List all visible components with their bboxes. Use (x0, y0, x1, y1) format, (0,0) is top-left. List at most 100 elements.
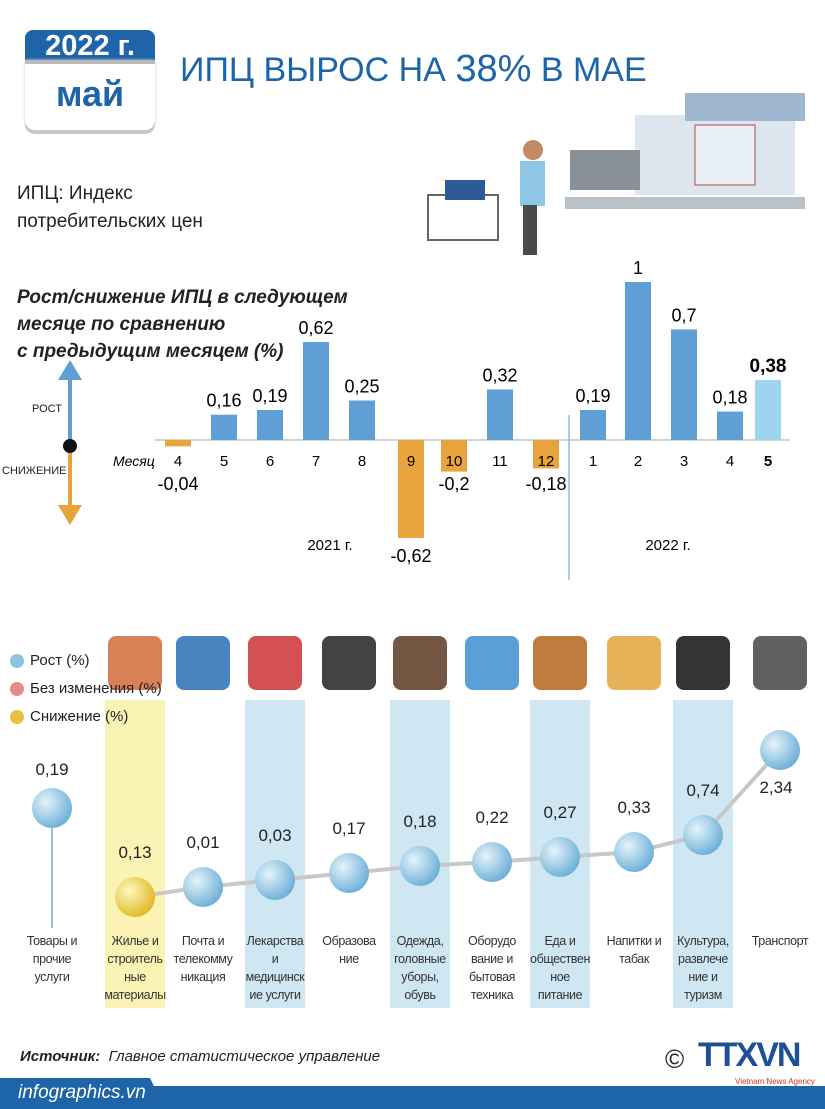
bar (580, 409, 606, 440)
up-down-arrow-icon (58, 360, 82, 525)
bar (349, 400, 375, 440)
copyright-icon: © (665, 1044, 685, 1074)
legend-item: Без изменения (%) (10, 680, 162, 697)
category-label: Одежда, головные уборы, обувь (394, 934, 446, 1002)
category-label: Товары и прочие услуги (26, 934, 78, 984)
category-value-label: 0,74 (686, 781, 720, 800)
bar (625, 282, 651, 440)
month-tick: 12 (538, 453, 555, 470)
footer-bar (0, 1078, 825, 1109)
category-icon (607, 636, 661, 690)
category-point (329, 853, 369, 893)
category-label: Напитки и табак (606, 934, 662, 966)
month-tick: 2 (634, 453, 642, 470)
title-suffix: В МАЕ (531, 51, 647, 89)
month-tick: 7 (312, 453, 320, 470)
legend-dot-icon (10, 709, 24, 724)
definition-line: ИПЦ: Индекс (17, 183, 133, 204)
category-icon (676, 636, 730, 690)
category-icon (248, 636, 302, 690)
trend-line (134, 748, 782, 899)
category-highlight (105, 700, 165, 1008)
bar-value-label: -0,2 (438, 474, 469, 494)
bar-value-label: -0,62 (390, 546, 431, 566)
month-tick: 5 (764, 453, 772, 470)
category-value-label: 0,18 (403, 812, 437, 831)
bar-value-label: 0,18 (712, 388, 747, 408)
category-value-label: 0,13 (118, 843, 152, 862)
bar (533, 440, 559, 469)
agency-logo: TTXVN (698, 1036, 801, 1074)
chart-title: Рост/снижение ИПЦ в следующем месяце по … (17, 284, 348, 365)
category-label: Культура, развлече ние и туризм (677, 934, 729, 1002)
bar-value-label: -0,18 (525, 474, 566, 494)
bar (165, 440, 191, 447)
calendar-icon: 2022 г. май (25, 22, 155, 132)
category-icon (176, 636, 230, 690)
agency-sub: Vietnam News Agency (735, 1077, 815, 1086)
category-icon (393, 636, 447, 690)
category-value-label: 0,03 (258, 826, 292, 845)
category-point (115, 877, 155, 917)
category-point (683, 815, 723, 855)
category-label: Оборудо вание и бытовая техника (468, 934, 516, 1002)
category-icon (533, 636, 587, 690)
title-prefix: ИПЦ ВЫРОС НА (180, 51, 456, 89)
month-tick: 5 (220, 453, 228, 470)
legend-label: Рост (%) (30, 652, 90, 669)
bar-value-label: 0,25 (344, 377, 379, 397)
group-label: 2022 г. (645, 537, 690, 554)
bar-value-label: 0,16 (206, 391, 241, 411)
category-point (183, 867, 223, 907)
month-tick: 9 (407, 453, 415, 470)
category-point (540, 837, 580, 877)
month-tick: 4 (174, 453, 182, 470)
bar-value-label: 0,32 (482, 365, 517, 385)
bar-value-label: 0,19 (575, 386, 610, 406)
bar (717, 411, 743, 440)
legend-dot-icon (10, 681, 24, 696)
source-label: Источник: (20, 1048, 101, 1065)
rise-label: РОСТ (32, 403, 62, 415)
bar (441, 440, 467, 472)
page-title: ИПЦ ВЫРОС НА 38% В МАЕ (180, 48, 647, 91)
x-axis-label: Месяц (113, 453, 155, 469)
month-tick: 10 (446, 453, 463, 470)
category-value-label: 2,34 (759, 778, 793, 797)
month-tick: 8 (358, 453, 366, 470)
month-tick: 4 (726, 453, 734, 470)
month-tick: 6 (266, 453, 274, 470)
category-label: Жилье и строитель ные материалы (104, 934, 166, 1002)
category-icon (108, 636, 162, 690)
bar (487, 389, 513, 440)
cpi-bar-chart: 4-0,0450,1660,1970,6280,259-0,6210-0,211… (113, 260, 790, 580)
footer-site-link[interactable]: infographics.vn (18, 1082, 146, 1103)
category-value-label: 0,01 (186, 833, 220, 852)
bar-value-label: 0,19 (252, 386, 287, 406)
legend-dot-icon (10, 653, 24, 668)
calendar-year: 2022 г. (25, 30, 155, 62)
bar (398, 440, 424, 538)
group-label: 2021 г. (307, 537, 352, 554)
chart-title-line: Рост/снижение ИПЦ в следующем (17, 287, 348, 308)
category-point (255, 860, 295, 900)
legend-item: Снижение (%) (10, 708, 128, 725)
title-value: 38% (455, 48, 532, 90)
bar (671, 329, 697, 440)
category-value-label: 0,19 (35, 760, 69, 779)
source: Источник: Главное статистическое управле… (20, 1048, 380, 1065)
legend-item: Рост (%) (10, 652, 90, 669)
category-point (472, 842, 512, 882)
category-icon (322, 636, 376, 690)
category-icon (465, 636, 519, 690)
category-point (614, 832, 654, 872)
category-label: Транспорт (751, 934, 809, 948)
bar (257, 409, 283, 440)
source-text: Главное статистическое управление (108, 1048, 381, 1065)
category-label: Еда и обществен ное питание (530, 934, 590, 1002)
category-point (760, 730, 800, 770)
category-icon (753, 636, 807, 690)
bar (211, 414, 237, 440)
